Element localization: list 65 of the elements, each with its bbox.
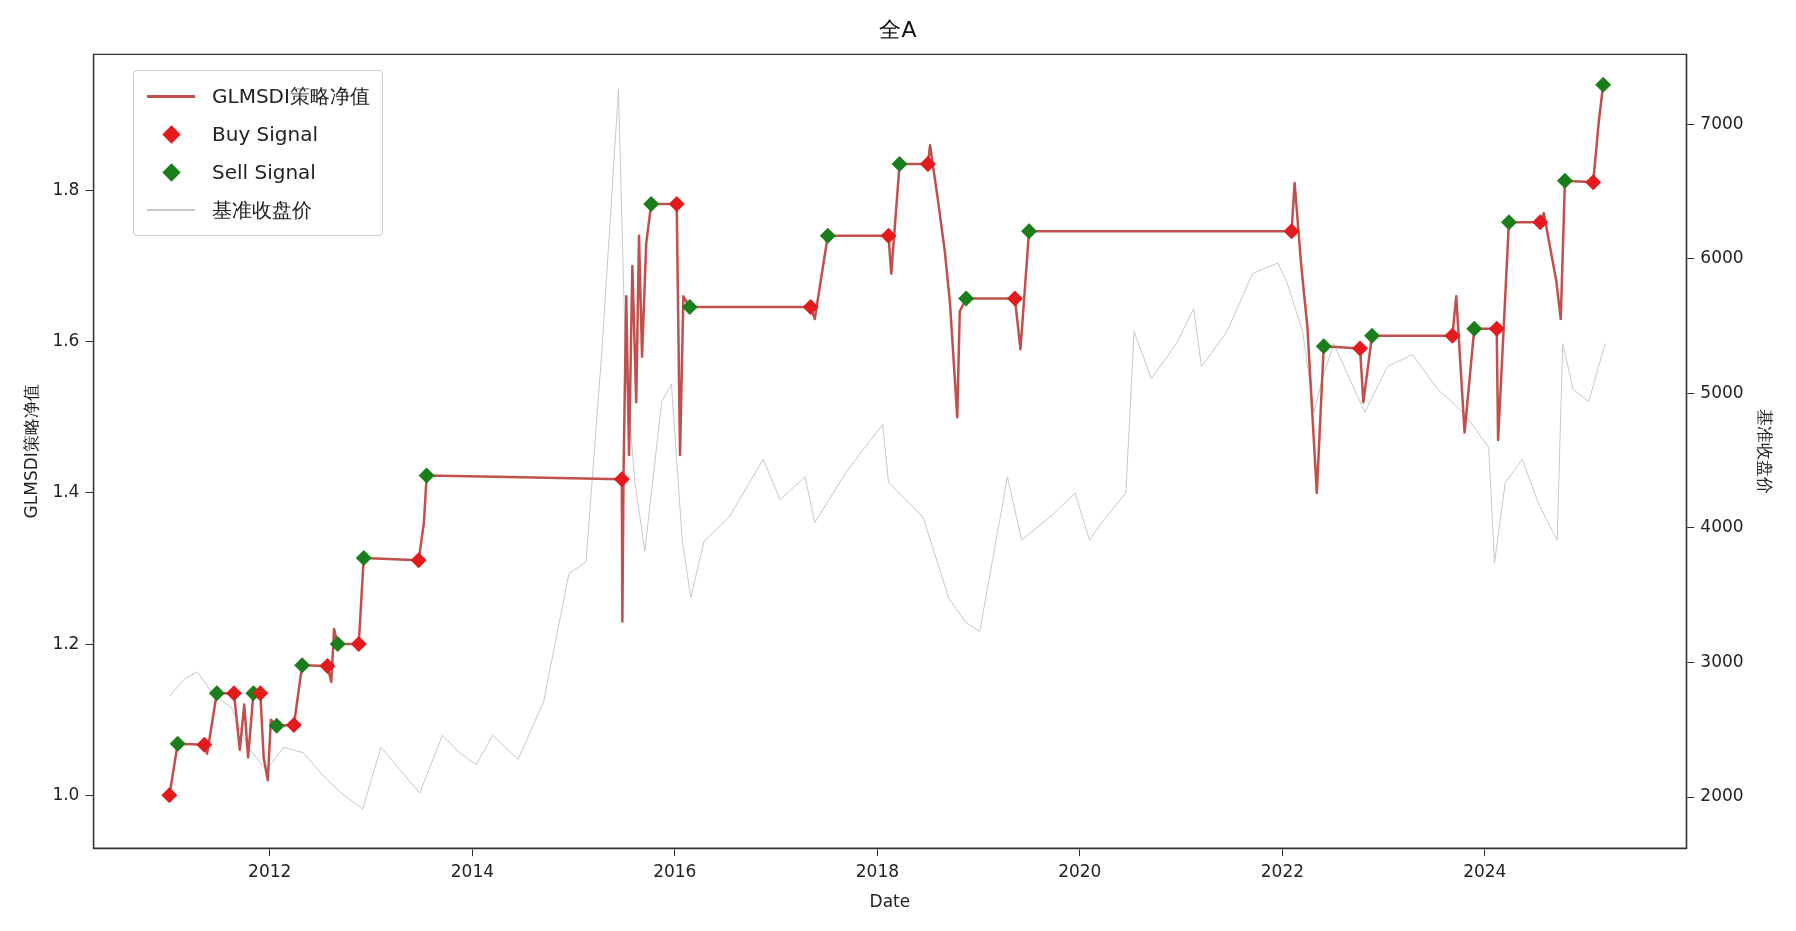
point	[1556, 172, 1573, 189]
point	[169, 735, 186, 752]
y2-tick-label: 5000	[1700, 381, 1744, 402]
point	[1466, 320, 1483, 337]
legend-label: 基准收盘价	[212, 196, 312, 224]
point	[819, 227, 836, 244]
point	[268, 717, 285, 734]
point	[285, 716, 302, 733]
point	[350, 636, 367, 653]
point	[1006, 290, 1023, 307]
y-tick-label: 1.8	[52, 178, 80, 199]
point	[958, 290, 975, 307]
point	[1444, 327, 1461, 344]
point	[294, 657, 311, 674]
y2-tick-label: 4000	[1700, 516, 1744, 537]
point	[681, 298, 698, 315]
legend-label: Buy Signal	[212, 122, 319, 146]
point	[668, 196, 685, 213]
point	[225, 685, 242, 702]
y2-tick-label: 3000	[1700, 650, 1744, 671]
point	[891, 156, 908, 173]
point	[329, 636, 346, 653]
point	[802, 298, 819, 315]
point	[418, 467, 435, 484]
point	[1595, 76, 1612, 93]
y2-tick-label: 2000	[1700, 785, 1744, 806]
chart-title: 全A	[879, 16, 917, 42]
point	[643, 196, 660, 213]
point	[161, 787, 178, 804]
point	[919, 156, 936, 173]
point	[252, 685, 269, 702]
point	[1532, 214, 1549, 231]
y2-tick-label: 7000	[1700, 112, 1744, 133]
point	[319, 658, 336, 674]
y-axis-title: GLMSDI策略净值	[20, 384, 41, 519]
point	[1500, 214, 1517, 231]
x-tick-label: 2024	[1463, 860, 1507, 881]
x-tick-label: 2012	[248, 860, 292, 881]
y-tick-label: 1.0	[52, 783, 80, 804]
legend-label: GLMSDI策略净值	[212, 82, 370, 110]
point	[410, 552, 427, 569]
point	[1021, 223, 1038, 240]
x-axis-title: Date	[869, 891, 911, 912]
point	[1283, 223, 1300, 240]
x-tick-label: 2020	[1058, 860, 1102, 881]
point	[613, 471, 630, 488]
point	[355, 549, 372, 566]
x-tick-label: 2018	[855, 860, 900, 881]
y2-axis-title: 基准收盘价	[1755, 408, 1776, 494]
point	[880, 227, 897, 244]
legend-label: Sell Signal	[212, 160, 316, 184]
point	[1488, 320, 1505, 337]
point	[1363, 327, 1380, 344]
y-tick-label: 1.2	[52, 632, 80, 653]
x-tick-label: 2016	[653, 860, 697, 881]
x-tick-label: 2014	[450, 860, 495, 881]
y-tick-label: 1.6	[52, 330, 80, 351]
x-tick-label: 2022	[1260, 860, 1305, 881]
y-tick-label: 1.4	[52, 481, 80, 502]
point	[1585, 174, 1602, 191]
point	[1315, 338, 1332, 355]
point	[196, 736, 213, 753]
y2-tick-label: 6000	[1700, 247, 1744, 268]
point	[208, 685, 225, 702]
point	[1352, 340, 1369, 357]
